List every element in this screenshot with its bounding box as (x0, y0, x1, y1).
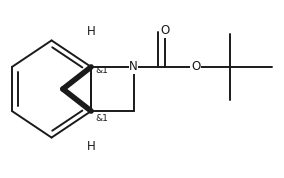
Text: &1: &1 (95, 66, 108, 75)
Text: H: H (87, 25, 95, 38)
Text: H: H (87, 140, 95, 153)
Text: &1: &1 (95, 114, 108, 123)
Text: N: N (129, 60, 138, 73)
Text: O: O (160, 24, 169, 37)
Text: O: O (191, 60, 200, 73)
